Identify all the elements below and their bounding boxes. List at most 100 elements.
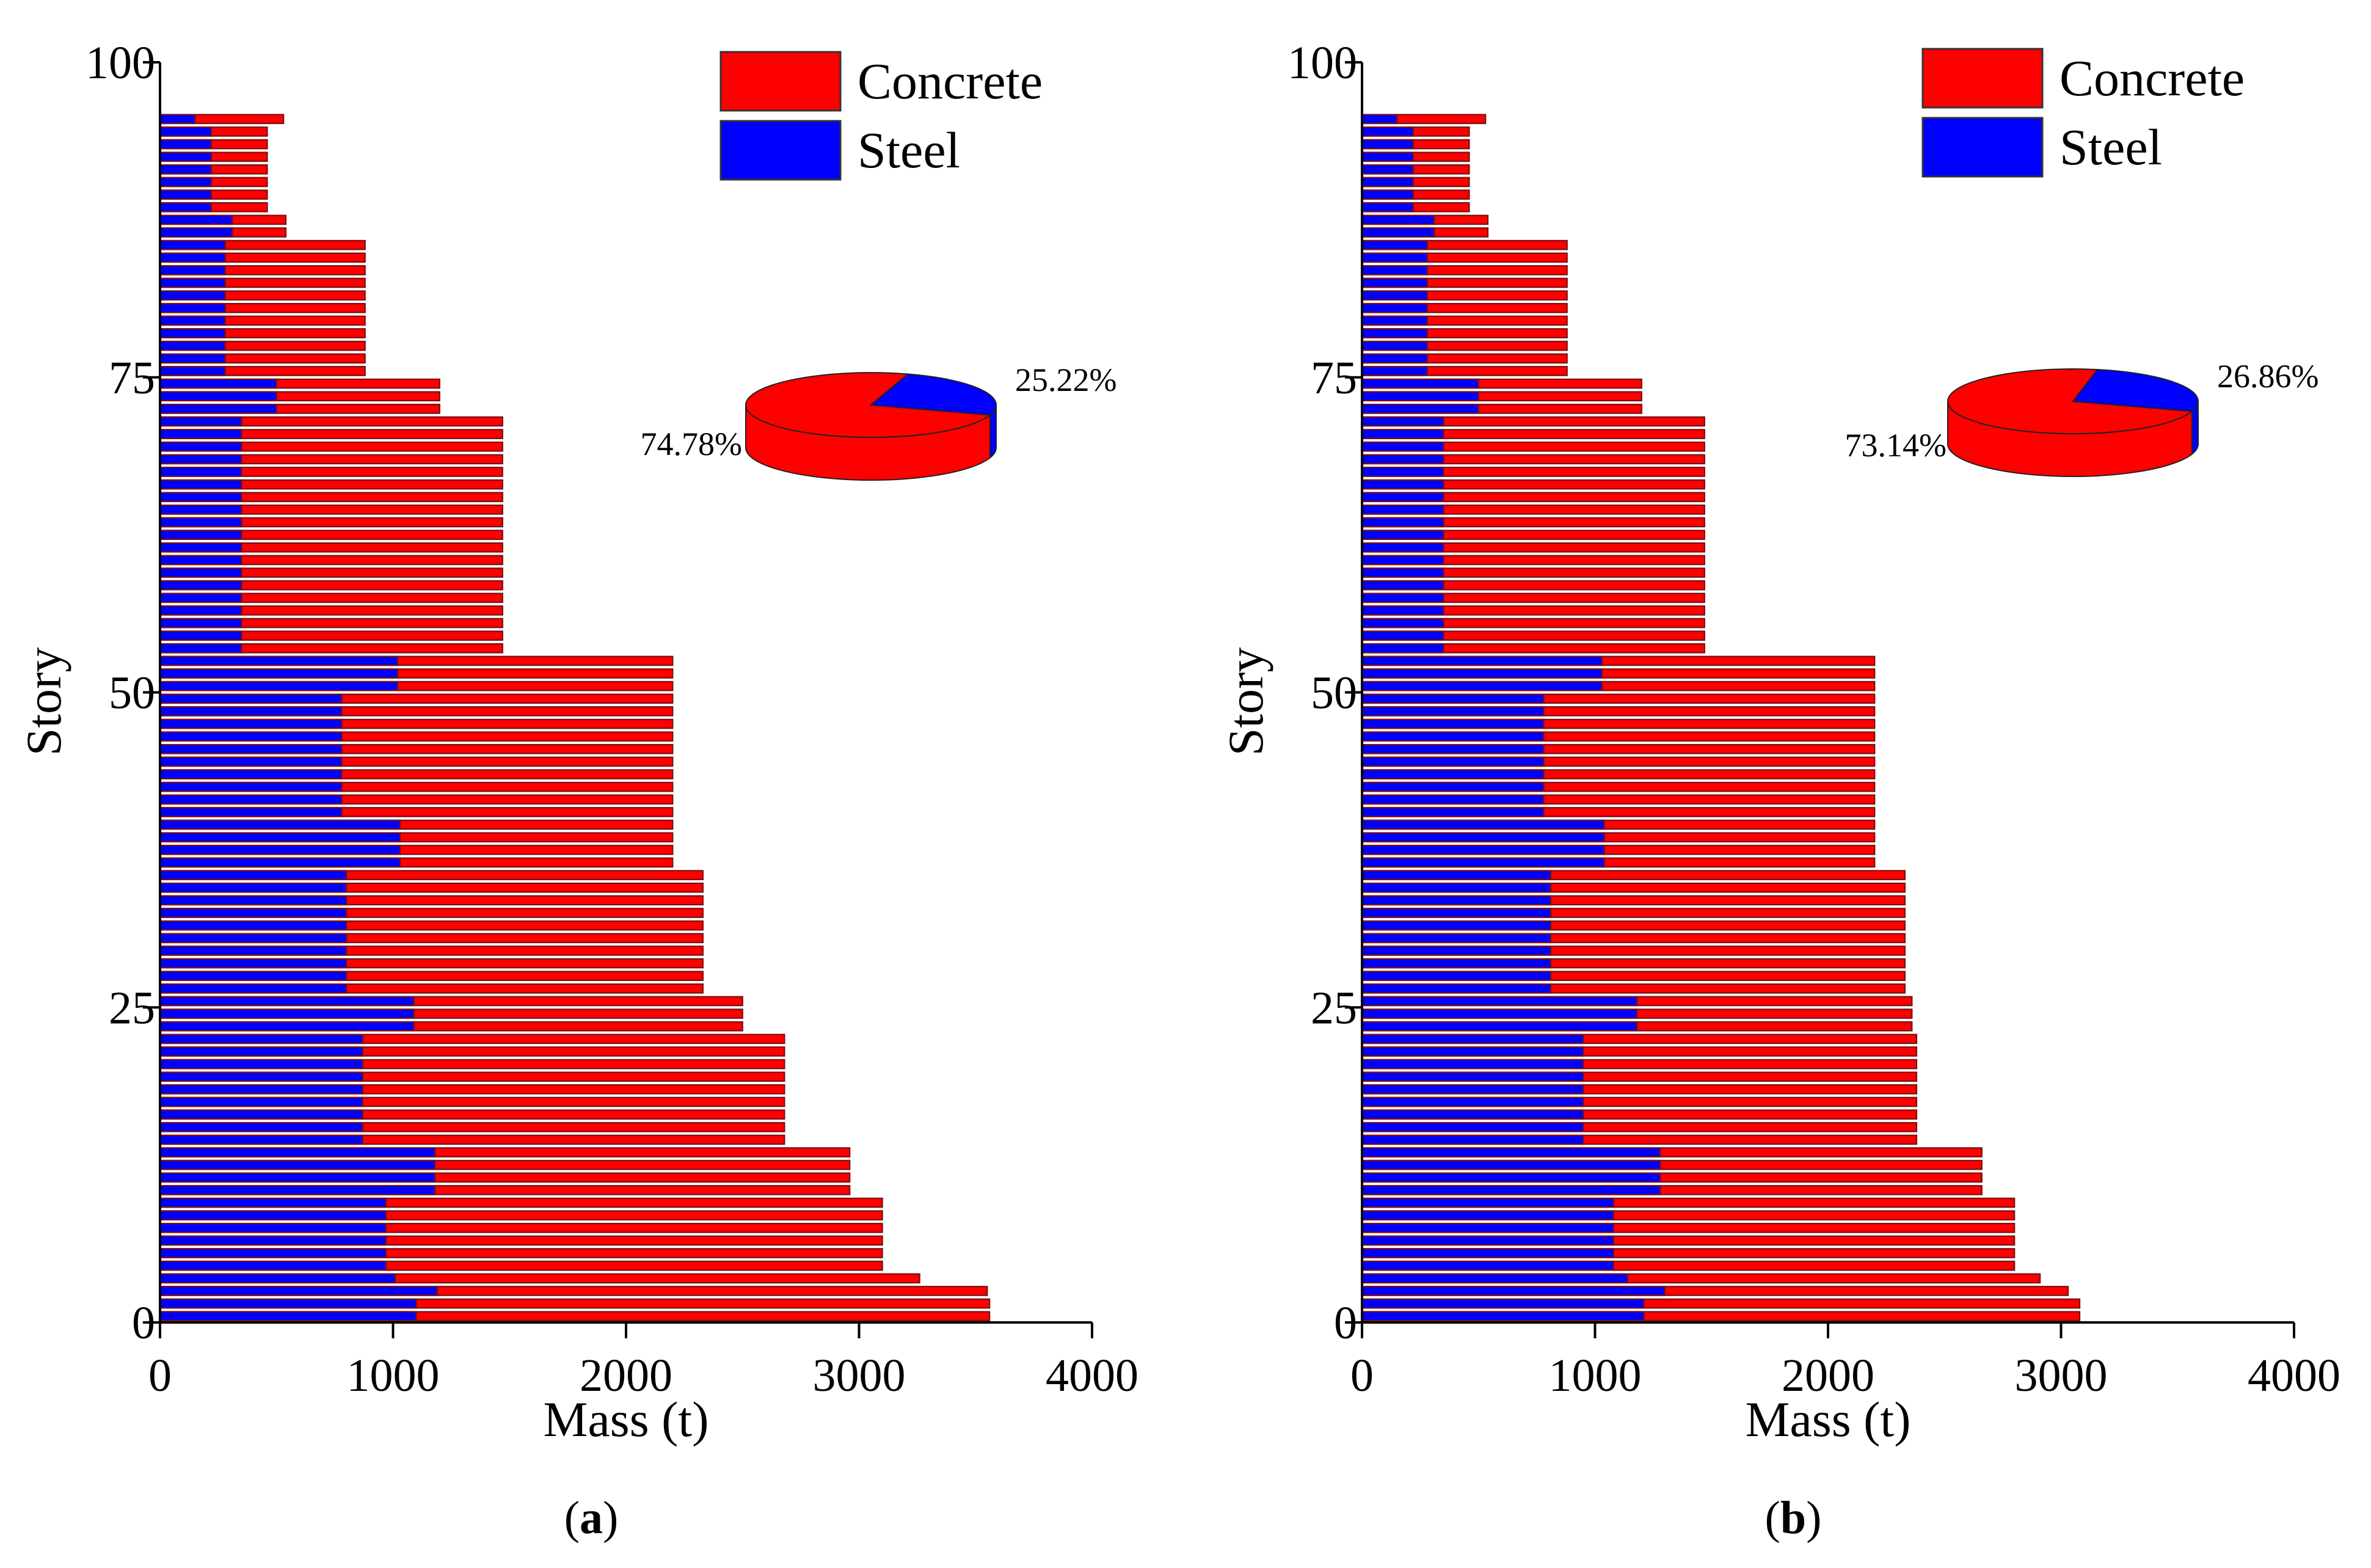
legend-swatch-concrete bbox=[1921, 48, 2044, 109]
steel-bar-story-20 bbox=[1361, 1071, 1584, 1082]
steel-bar-story-92 bbox=[159, 164, 213, 175]
steel-bar-story-84 bbox=[159, 265, 226, 275]
x-axis-title: Mass (t) bbox=[543, 1391, 708, 1447]
pie-slice-steel bbox=[869, 373, 997, 416]
caption-letter: b bbox=[1780, 1492, 1806, 1544]
steel-bar-story-43 bbox=[159, 781, 343, 792]
pie-label-concrete: 74.78% bbox=[641, 426, 742, 462]
steel-bar-story-25 bbox=[1361, 1008, 1638, 1019]
steel-bar-story-58 bbox=[159, 593, 242, 603]
steel-bar-story-54 bbox=[1361, 643, 1444, 654]
steel-bar-story-60 bbox=[159, 567, 242, 578]
steel-bar-story-79 bbox=[159, 328, 226, 338]
steel-bar-story-5 bbox=[159, 1260, 387, 1271]
x-tick-label: 0 bbox=[1350, 1350, 1374, 1401]
steel-bar-story-67 bbox=[159, 479, 242, 490]
steel-bar-story-29 bbox=[159, 958, 348, 969]
steel-bar-story-41 bbox=[1361, 807, 1545, 817]
steel-bar-story-79 bbox=[1361, 328, 1428, 338]
steel-bar-story-64 bbox=[1361, 517, 1444, 528]
bars-layer bbox=[1361, 114, 2081, 1322]
steel-bar-story-26 bbox=[159, 996, 415, 1007]
steel-bar-story-52 bbox=[1361, 668, 1603, 679]
steel-bar-story-10 bbox=[1361, 1197, 1615, 1208]
steel-bar-story-3 bbox=[159, 1286, 439, 1296]
caption-close-paren: ) bbox=[603, 1492, 618, 1544]
steel-bar-story-85 bbox=[1361, 252, 1428, 263]
legend-label-concrete: Concrete bbox=[858, 53, 1043, 110]
steel-bar-story-51 bbox=[1361, 680, 1603, 691]
steel-bar-story-63 bbox=[1361, 530, 1444, 540]
steel-bar-story-81 bbox=[159, 302, 226, 313]
steel-bar-story-29 bbox=[1361, 958, 1552, 969]
steel-bar-story-90 bbox=[159, 189, 213, 200]
caption-open-paren: ( bbox=[564, 1492, 580, 1544]
y-tick-label: 50 bbox=[1311, 668, 1357, 719]
y-axis-title: Story bbox=[16, 647, 71, 756]
steel-bar-story-80 bbox=[159, 315, 226, 326]
steel-bar-story-53 bbox=[159, 655, 399, 666]
steel-bar-story-71 bbox=[159, 429, 242, 439]
steel-bar-story-39 bbox=[1361, 832, 1605, 843]
steel-bar-story-50 bbox=[159, 693, 343, 704]
steel-bar-story-31 bbox=[1361, 933, 1552, 944]
steel-bar-story-27 bbox=[159, 983, 348, 994]
y-tick-label: 75 bbox=[109, 352, 155, 404]
steel-bar-story-43 bbox=[1361, 781, 1545, 792]
y-tick-label: 0 bbox=[1334, 1297, 1357, 1349]
panel-caption-text: (a) bbox=[564, 1492, 619, 1544]
steel-bar-story-94 bbox=[159, 139, 213, 150]
steel-bar-story-6 bbox=[159, 1248, 387, 1258]
y-tick-label: 100 bbox=[86, 37, 155, 89]
axes-layer: 0 1000 2000 3000 4000 0 25 50 75 100 Mass (t) Story bbox=[16, 37, 1138, 1447]
legend-label-steel: Steel bbox=[2060, 119, 2162, 176]
steel-bar-story-31 bbox=[159, 933, 348, 944]
steel-bar-story-75 bbox=[159, 378, 277, 389]
steel-bar-story-38 bbox=[159, 845, 401, 855]
steel-bar-story-77 bbox=[1361, 353, 1428, 364]
steel-bar-story-40 bbox=[1361, 819, 1605, 830]
steel-bar-story-16 bbox=[1361, 1121, 1584, 1132]
steel-bar-story-68 bbox=[159, 467, 242, 477]
steel-bar-story-37 bbox=[159, 857, 401, 868]
steel-bar-story-12 bbox=[159, 1172, 436, 1183]
legend-label-steel: Steel bbox=[858, 122, 960, 179]
steel-bar-story-13 bbox=[159, 1159, 436, 1170]
steel-bar-story-57 bbox=[159, 605, 242, 616]
steel-bar-story-51 bbox=[159, 680, 399, 691]
steel-bar-story-33 bbox=[159, 908, 348, 918]
steel-bar-story-88 bbox=[159, 214, 233, 225]
steel-bar-story-64 bbox=[159, 517, 242, 528]
steel-bar-story-84 bbox=[1361, 265, 1428, 275]
steel-bar-story-27 bbox=[1361, 983, 1552, 994]
steel-bar-story-15 bbox=[1361, 1134, 1584, 1145]
steel-bar-story-54 bbox=[159, 643, 242, 654]
steel-bar-story-4 bbox=[159, 1273, 396, 1284]
panel-b: 0 1000 2000 3000 4000 0 25 50 75 100 Mass (t) Story… bbox=[1218, 37, 2340, 1544]
steel-bar-story-28 bbox=[159, 971, 348, 981]
steel-bar-story-66 bbox=[159, 492, 242, 503]
steel-bar-story-59 bbox=[1361, 580, 1444, 591]
steel-bar-story-85 bbox=[159, 252, 226, 263]
steel-bar-story-94 bbox=[1361, 139, 1415, 150]
steel-bar-story-70 bbox=[1361, 441, 1444, 452]
steel-bar-story-20 bbox=[159, 1071, 364, 1082]
steel-bar-story-83 bbox=[1361, 277, 1428, 288]
steel-bar-story-83 bbox=[159, 277, 226, 288]
steel-bar-story-80 bbox=[1361, 315, 1428, 326]
steel-bar-story-68 bbox=[1361, 467, 1444, 477]
steel-bar-story-9 bbox=[159, 1210, 387, 1220]
steel-bar-story-76 bbox=[1361, 366, 1428, 376]
steel-bar-story-89 bbox=[1361, 202, 1415, 213]
steel-bar-story-87 bbox=[159, 227, 233, 238]
steel-bar-story-61 bbox=[159, 555, 242, 566]
steel-bar-story-73 bbox=[159, 404, 277, 414]
steel-bar-story-28 bbox=[1361, 971, 1552, 981]
steel-bar-story-7 bbox=[1361, 1235, 1615, 1246]
steel-bar-story-2 bbox=[1361, 1298, 1645, 1309]
pie-chart: 73.14% 26.86% bbox=[1845, 358, 2318, 477]
steel-bar-story-36 bbox=[159, 870, 348, 880]
steel-bar-story-32 bbox=[159, 920, 348, 931]
steel-bar-story-55 bbox=[159, 630, 242, 641]
steel-bar-story-45 bbox=[159, 756, 343, 767]
